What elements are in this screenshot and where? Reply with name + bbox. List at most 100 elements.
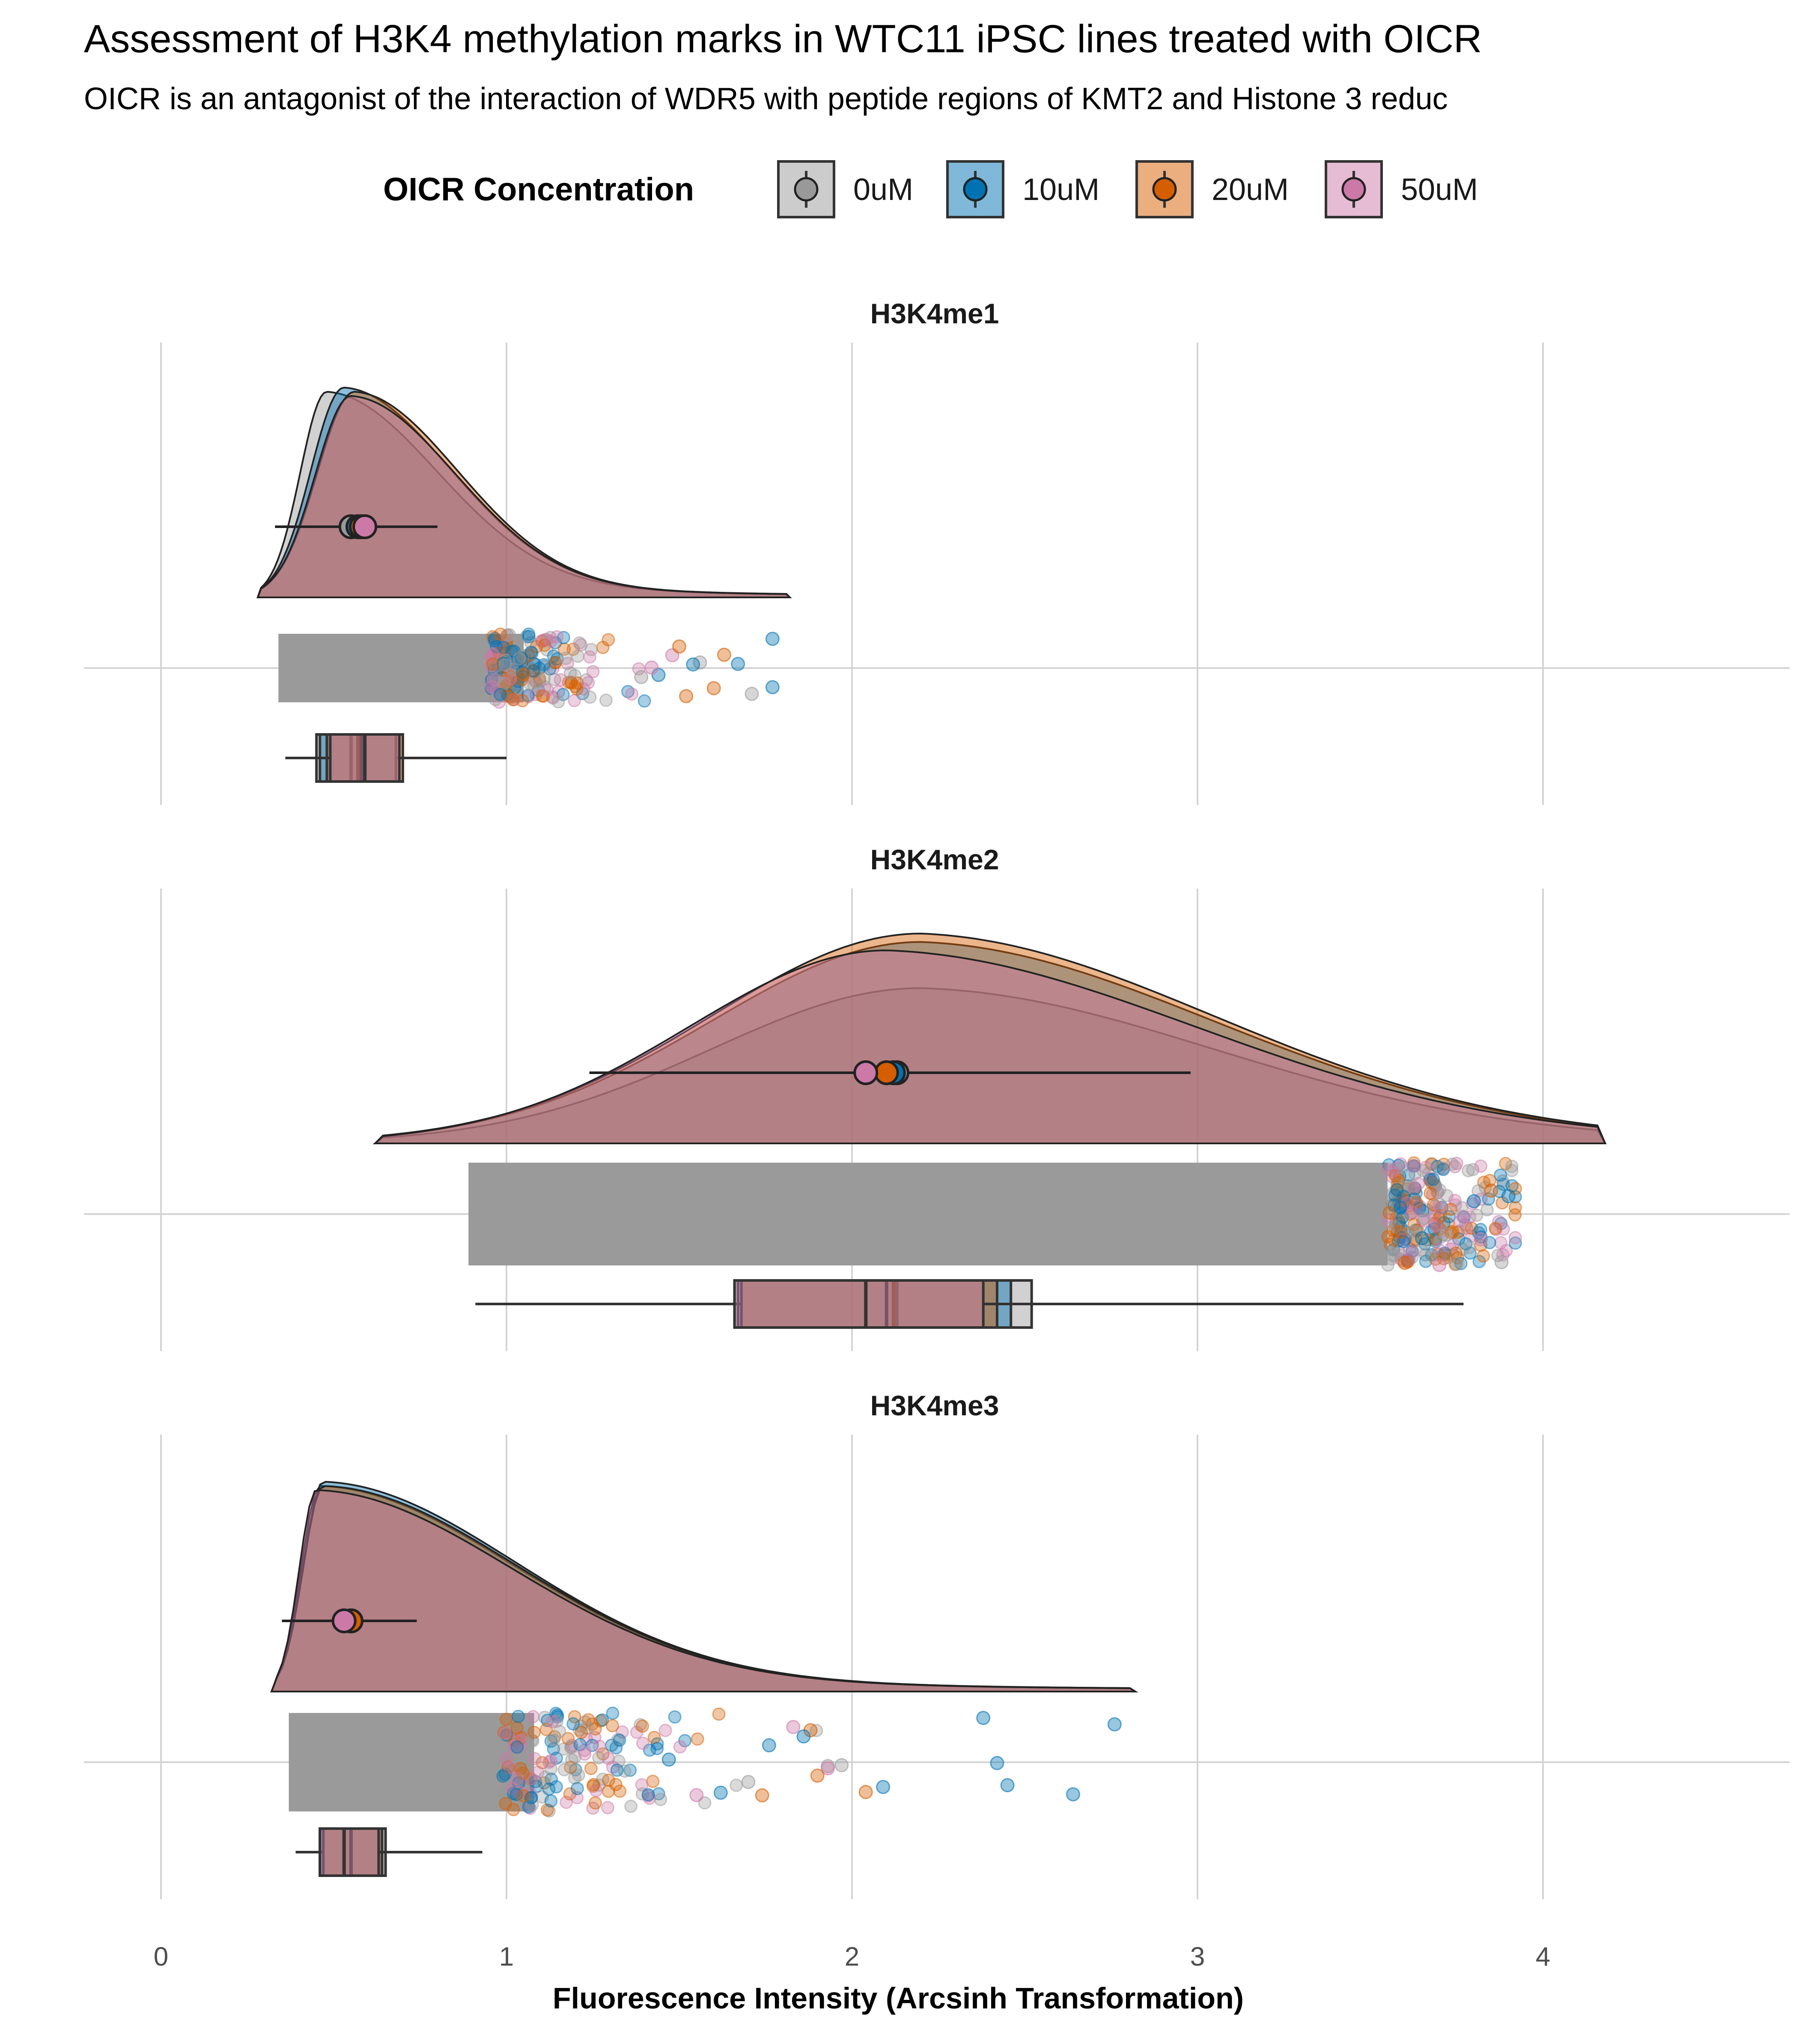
legend-item-10uM: 10uM (946, 160, 1099, 218)
jitter-point (570, 1791, 584, 1805)
jitter-point (540, 683, 554, 697)
jitter-point (691, 1732, 704, 1746)
jitter-point (613, 1734, 626, 1747)
jitter-point (637, 694, 651, 708)
jitter-point (673, 1740, 687, 1754)
jitter-point (506, 662, 520, 676)
jitter-point (527, 679, 541, 693)
jitter-point (599, 693, 613, 707)
jitter-point (493, 688, 507, 701)
x-axis-label: Fluorescence Intensity (Arcsinh Transfor… (553, 1981, 1244, 2015)
outlier-point (1449, 1256, 1464, 1271)
jitter-point (592, 1751, 606, 1765)
outlier-point (821, 1761, 835, 1775)
outlier-point (1474, 1232, 1488, 1247)
outlier-point (810, 1768, 825, 1783)
jitter-point (1508, 1231, 1522, 1244)
jitter-point (586, 665, 600, 678)
panel-H3K4me1: H3K4me1 (256, 298, 999, 783)
jitter-point (1427, 1173, 1440, 1186)
outlier-point (762, 1738, 776, 1753)
jitter-point (526, 1710, 540, 1724)
jitter-point (668, 1710, 682, 1724)
x-tick-label: 4 (1536, 1942, 1550, 1972)
outlier-point (679, 689, 694, 704)
outlier-point (1467, 1194, 1481, 1208)
jitter-point (1417, 1211, 1431, 1225)
legend-key-point (963, 177, 988, 202)
density-10uM (373, 941, 1607, 1144)
jitter-point (1424, 1186, 1437, 1200)
outlier-point (661, 1752, 676, 1767)
legend-key-point (794, 177, 819, 202)
jitter-point (1405, 1205, 1419, 1219)
legend-key (777, 160, 835, 218)
outlier-point (644, 660, 659, 675)
jitter-points (278, 627, 780, 709)
jitter-point (625, 687, 639, 701)
density-50uM (270, 1489, 1138, 1692)
jitter-point (624, 1799, 638, 1813)
outlier-point (713, 1785, 728, 1800)
outlier-point (1439, 1227, 1454, 1242)
jitter-point (538, 1770, 552, 1784)
jitter-point (516, 1789, 530, 1802)
jitter-point (564, 676, 578, 690)
jitter-point (512, 652, 526, 665)
boxplot-50uM (479, 1279, 1439, 1329)
legend-item-20uM: 20uM (1135, 160, 1289, 218)
outlier-point (796, 1729, 811, 1744)
jitter-point (1492, 1215, 1506, 1229)
panel-H3K4me3: H3K4me3 (270, 1390, 1138, 1877)
jitter-point (634, 1718, 647, 1731)
jitter-point (499, 1797, 512, 1811)
jitter-point (654, 1793, 667, 1806)
outlier-point (755, 1788, 769, 1802)
jitter-point (613, 1784, 627, 1798)
x-axis: 0 1 2 3 4 (154, 1942, 1550, 1972)
jitter-point (1406, 1159, 1420, 1173)
legend-item-0uM: 0uM (777, 160, 913, 218)
boxplot-50uM (295, 1827, 479, 1877)
mean-dot (352, 514, 378, 539)
jitter-point (566, 1717, 580, 1731)
outlier-point (1415, 1231, 1430, 1245)
jitter-point (1474, 1223, 1487, 1236)
density-20uM (373, 932, 1607, 1144)
outlier-point (1397, 1256, 1412, 1270)
jitter-point (584, 1762, 598, 1775)
density-0uM (372, 987, 1607, 1144)
jitter-point (593, 1740, 606, 1753)
jitter-point (615, 1725, 629, 1739)
outlier-point (765, 680, 780, 695)
legend-label: 20uM (1212, 173, 1289, 207)
jitter-point (1444, 1202, 1458, 1216)
jitter-point (502, 1779, 515, 1793)
jitter-point (557, 1763, 571, 1777)
panel-strip-label: H3K4me2 (870, 844, 999, 875)
legend-label: 0uM (853, 173, 913, 207)
jitter-point (537, 658, 551, 671)
outlier-point (1066, 1787, 1080, 1802)
jitter-point (524, 1791, 538, 1805)
jitter-point (602, 1773, 616, 1787)
jitter-point (1415, 1243, 1428, 1257)
jitter-point (1461, 1164, 1475, 1178)
jitter-point (1474, 1159, 1488, 1173)
jitter-point (1477, 1249, 1490, 1263)
jitter-point (1508, 1201, 1522, 1214)
x-tick-label: 1 (499, 1942, 514, 1972)
outlier-point (745, 686, 759, 701)
jitter-point (547, 1733, 560, 1747)
jitter-point (570, 1782, 584, 1796)
jitter-point (647, 1731, 661, 1744)
jitter-point (1463, 1241, 1476, 1254)
jitter-point (486, 647, 500, 661)
jitter-point (1394, 1225, 1408, 1239)
jitter-point (512, 1710, 525, 1723)
jitter-point (636, 1719, 649, 1733)
legend-label: 50uM (1401, 173, 1478, 207)
jitter-point (527, 1725, 541, 1739)
jitter-point (1381, 1230, 1395, 1244)
jitter-point (1388, 1248, 1402, 1262)
